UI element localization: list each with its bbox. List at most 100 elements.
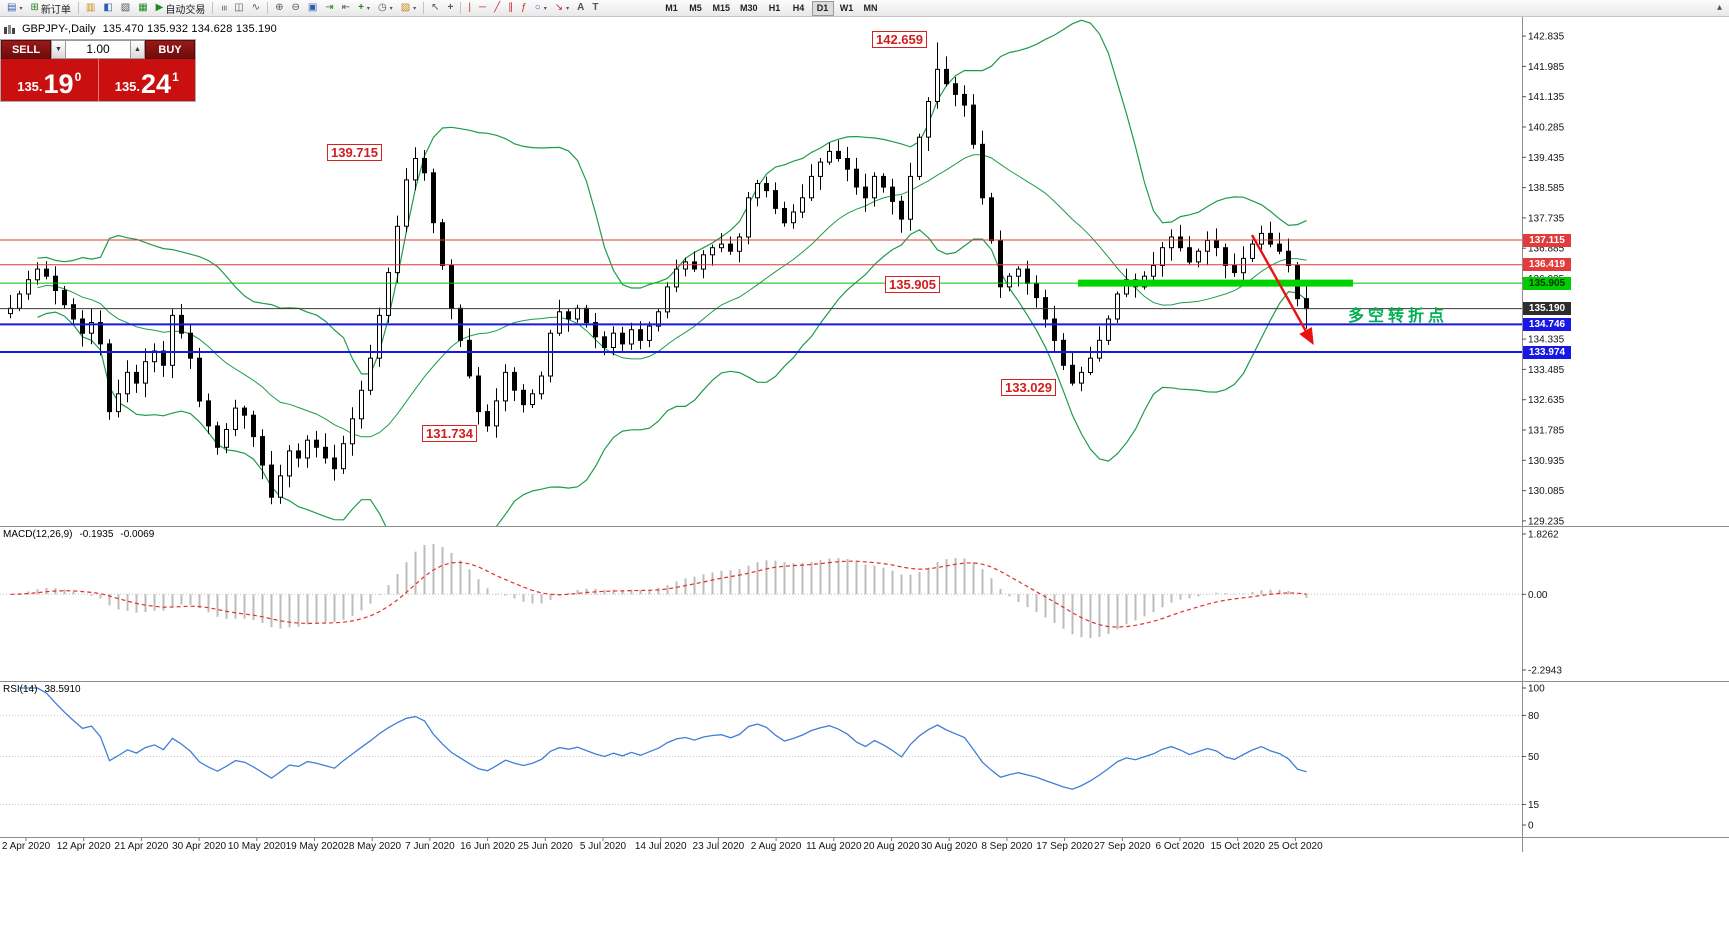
svg-text:141.135: 141.135	[1528, 92, 1565, 103]
rsi-line	[19, 687, 1307, 790]
templates-button[interactable]: ▨ ▾	[397, 1, 420, 16]
text-tool-icon: A	[577, 2, 585, 13]
svg-text:-2.2943: -2.2943	[1528, 666, 1562, 677]
rsi-header: RSI(14) 38.5910	[3, 684, 81, 695]
market-watch-icon: ▥	[85, 2, 96, 13]
svg-text:141.985: 141.985	[1528, 62, 1565, 73]
svg-text:30 Apr 2020: 30 Apr 2020	[172, 841, 226, 852]
sell-button[interactable]: SELL	[1, 40, 51, 59]
ask-price-button[interactable]: 135. 24 1	[99, 59, 196, 101]
svg-text:8 Sep 2020: 8 Sep 2020	[981, 841, 1033, 852]
line-chart-button[interactable]: ∿	[248, 1, 264, 16]
timeframe-d1-button[interactable]: D1	[811, 0, 834, 16]
cursor-button[interactable]: ↖	[427, 1, 443, 16]
autotrading-button[interactable]: ▶ 自动交易	[152, 1, 210, 16]
arrows-tool-button[interactable]: ↘ ▾	[551, 1, 573, 16]
toolbar-separator	[77, 2, 79, 14]
crosshair-icon: +	[447, 2, 454, 13]
candlestick-chart-icon: ◫	[234, 2, 244, 13]
data-window-button[interactable]: ◧	[99, 1, 116, 16]
timeframe-m30-button[interactable]: M30	[736, 1, 762, 16]
zoom-out-icon: ⊖	[291, 2, 300, 13]
bar-chart-button[interactable]: ≡	[216, 1, 230, 16]
timeframe-group: M1 M5 M15 M30 H1 H4 D1 W1 MN	[661, 0, 882, 16]
new-order-button[interactable]: ⊞ 新订单	[26, 1, 74, 16]
shapes-button[interactable]: ○ ▾	[531, 1, 551, 16]
chevron-down-icon: ▾	[543, 5, 547, 12]
toolbar-overflow-button[interactable]: ▴	[1713, 1, 1726, 16]
svg-text:15: 15	[1528, 800, 1540, 811]
svg-text:131.785: 131.785	[1528, 426, 1565, 437]
price-callout[interactable]: 142.659	[872, 31, 927, 48]
svg-text:11 Aug 2020: 11 Aug 2020	[806, 841, 862, 852]
crosshair-button[interactable]: +	[444, 1, 458, 16]
navigator-button[interactable]: ▧	[117, 1, 134, 16]
volume-decrease-button[interactable]: ▼	[51, 40, 66, 59]
svg-text:137.735: 137.735	[1528, 213, 1565, 224]
timeframe-w1-button[interactable]: W1	[836, 1, 858, 16]
trendline-button[interactable]: ╱	[490, 1, 504, 16]
toolbar-separator	[212, 2, 214, 14]
svg-text:14 Jul 2020: 14 Jul 2020	[635, 841, 687, 852]
svg-text:130.935: 130.935	[1528, 456, 1565, 467]
trend-arrow[interactable]	[1250, 234, 1314, 346]
price-callout[interactable]: 133.029	[1001, 379, 1056, 396]
zoom-in-button[interactable]: ⊕	[271, 1, 287, 16]
toolbar-separator	[267, 2, 269, 14]
timeframe-h4-button[interactable]: H4	[788, 1, 810, 16]
line-chart-icon: ∿	[251, 2, 261, 13]
indicators-button[interactable]: + ▾	[354, 1, 374, 16]
chart-shift-icon: ⇤	[341, 2, 351, 13]
svg-text:140.285: 140.285	[1528, 123, 1565, 134]
svg-text:136.885: 136.885	[1528, 244, 1565, 255]
trendline-icon: ╱	[494, 2, 501, 13]
candlestick-chart-button[interactable]: ◫	[230, 1, 247, 16]
tile-windows-button[interactable]: ▣	[304, 1, 321, 16]
zoom-in-icon: ⊕	[275, 2, 284, 13]
svg-text:138.585: 138.585	[1528, 183, 1565, 194]
text-label-icon: T	[592, 2, 599, 13]
price-callout[interactable]: 131.734	[422, 425, 477, 442]
shapes-icon: ○	[534, 2, 541, 13]
timeframe-h1-button[interactable]: H1	[764, 1, 786, 16]
timeframe-m5-button[interactable]: M5	[685, 1, 707, 16]
timeframe-mn-button[interactable]: MN	[860, 1, 882, 16]
svg-text:7 Jun 2020: 7 Jun 2020	[405, 841, 455, 852]
macd-label: MACD(12,26,9)	[3, 529, 73, 540]
price-callout[interactable]: 135.905	[885, 276, 940, 293]
chinese-annotation-text[interactable]: 多空转折点	[1348, 308, 1449, 325]
fibonacci-button[interactable]: ƒ	[517, 1, 531, 16]
price-callout[interactable]: 139.715	[327, 144, 382, 161]
channel-button[interactable]: ∥	[504, 1, 517, 16]
svg-text:5 Jul 2020: 5 Jul 2020	[580, 841, 627, 852]
bollinger-bands	[37, 19, 1307, 526]
svg-text:100: 100	[1528, 684, 1545, 695]
svg-text:25 Jun 2020: 25 Jun 2020	[518, 841, 573, 852]
toolbar: ▤ ▾ ⊞ 新订单 ▥ ◧ ▧ ▦ ▶ 自动交易 ≡ ◫ ∿ ⊕ ⊖ ▣ ⇥ ⇤ + ▾…	[0, 0, 1729, 17]
timeframe-m1-button[interactable]: M1	[661, 1, 683, 16]
volume-increase-button[interactable]: ▲	[130, 40, 145, 59]
rsi-axis: 100 80 50 15 0	[1522, 684, 1545, 832]
periods-button[interactable]: ◷ ▾	[374, 1, 397, 16]
bid-pips: 19	[43, 69, 74, 99]
timeframe-m15-button[interactable]: M15	[709, 1, 735, 16]
price-axis: 142.835 141.985 141.135 140.285 139.435 138.5…	[1522, 32, 1565, 527]
price-axis-badge: 136.419	[1523, 258, 1571, 272]
ohlc-values: 135.470 135.932 134.628 135.190	[102, 23, 277, 35]
buy-button[interactable]: BUY	[145, 40, 195, 59]
new-chart-button[interactable]: ▤ ▾	[3, 1, 26, 16]
text-tool-button[interactable]: A	[573, 1, 588, 16]
chart-shift-button[interactable]: ⇤	[338, 1, 354, 16]
toolbar-separator	[423, 2, 425, 14]
market-watch-button[interactable]: ▥	[82, 1, 99, 16]
arrow-tool-icon: ↘	[554, 2, 564, 13]
vertical-line-button[interactable]: |	[464, 1, 475, 16]
auto-scroll-button[interactable]: ⇥	[321, 1, 337, 16]
svg-text:27 Sep 2020: 27 Sep 2020	[1094, 841, 1151, 852]
horizontal-line-button[interactable]: ─	[475, 1, 490, 16]
volume-input[interactable]: 1.00	[66, 40, 130, 59]
text-label-tool-button[interactable]: T	[588, 1, 602, 16]
terminal-button[interactable]: ▦	[134, 1, 151, 16]
zoom-out-button[interactable]: ⊖	[287, 1, 303, 16]
bid-price-button[interactable]: 135. 19 0	[1, 59, 99, 101]
